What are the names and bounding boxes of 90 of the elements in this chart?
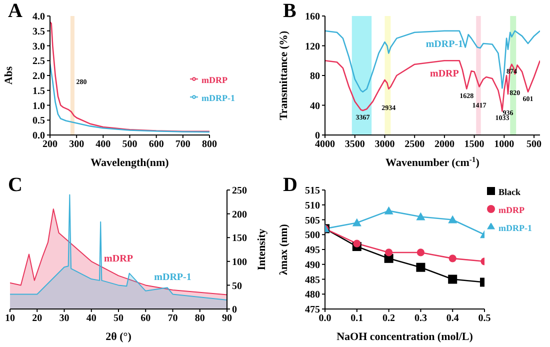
x-tick-label: 0.4 (446, 312, 459, 324)
chart-title: B (283, 0, 296, 23)
chart-title: C (8, 174, 22, 196)
x-tick-label: 0.5 (478, 312, 491, 324)
x-axis-title: NaOH concentration (mol/L) (336, 330, 474, 342)
x-tick-label: 1500 (464, 139, 484, 150)
point (448, 274, 458, 284)
x-tick-label: 700 (175, 139, 190, 150)
x-tick-label: 80 (194, 312, 205, 324)
y-tick-label: 100 (232, 256, 247, 268)
y-tick-label: 3.0 (32, 41, 45, 52)
y-tick-label: 485 (305, 274, 320, 286)
y-tick-label: 4.0 (32, 12, 45, 23)
x-tick-label: 70 (168, 312, 178, 324)
x-tick-label: 10 (5, 312, 15, 324)
point (448, 254, 456, 262)
x-tick-label: 1000 (494, 139, 514, 150)
x-tick-label: 0.1 (350, 312, 364, 324)
series-label: mDRP-1 (154, 272, 192, 283)
x-tick-label: 500 (122, 139, 138, 150)
legend-label: mDRP (498, 204, 524, 214)
y-tick-label: 0.0 (32, 130, 45, 142)
y-tick-label: 1.5 (32, 86, 45, 97)
x-tick-label: 20 (32, 312, 42, 324)
point (353, 239, 361, 247)
y-tick-label: 505 (305, 214, 320, 226)
x-tick-label: 3500 (344, 139, 365, 150)
y-tick-label: 150 (232, 232, 247, 244)
y-tick-label: 250 (232, 185, 247, 196)
line-series (325, 60, 540, 112)
point (416, 248, 424, 256)
y-tick-label: 160 (305, 12, 320, 23)
x-tick-label: 300 (69, 139, 84, 150)
x-tick-label: 0.0 (318, 312, 332, 324)
point (448, 214, 458, 223)
y-axis-title: Abs (3, 66, 15, 85)
x-tick-label: 60 (140, 312, 151, 324)
x-tick-label: 800 (202, 139, 217, 150)
chart-title: D (283, 174, 298, 196)
y-tick-label: 0.5 (32, 116, 45, 127)
x-axis-title: Wavenumber (cm$^{-1}$) (386, 154, 480, 169)
x-tick-label: 30 (59, 312, 70, 324)
point (416, 262, 426, 272)
x-tick-label: 4000 (315, 139, 335, 150)
x-tick-label: 50 (114, 312, 124, 324)
y-tick-label: 2.5 (32, 56, 45, 68)
point (385, 248, 393, 256)
y-tick-label: 490 (305, 259, 320, 270)
y-tick-label: 0 (232, 304, 237, 316)
legend-label: mDRP-1 (202, 93, 235, 103)
x-tick-label: 400 (96, 139, 111, 150)
x-tick-label: 600 (148, 139, 164, 150)
x-tick-label: 2500 (404, 139, 425, 150)
y-tick-label: 495 (305, 244, 320, 256)
x-tick-label: 90 (222, 312, 232, 324)
y-tick-label: 500 (305, 230, 320, 241)
y-axis-title: λmax (nm) (278, 223, 290, 274)
y-tick-label: 1.0 (32, 100, 45, 112)
x-tick-label: 3000 (374, 139, 395, 150)
point (416, 212, 426, 220)
y-axis-title: Transmittance (%) (278, 30, 290, 120)
y-tick-label: 50 (232, 280, 242, 292)
x-tick-label: 0.3 (414, 312, 427, 324)
x-tick-label: 2000 (434, 139, 454, 150)
legend-label: mDRP (202, 75, 228, 85)
x-axis-title: Wavelength(nm) (90, 157, 170, 169)
x-tick-label: 500 (526, 139, 542, 150)
legend-label: Black (498, 186, 521, 196)
y-tick-label: 80 (310, 71, 320, 82)
y-tick-label: 120 (305, 41, 320, 52)
y-tick-label: 2.0 (32, 71, 45, 82)
y-tick-label: 480 (305, 289, 320, 300)
series-label: mDRP (430, 68, 459, 80)
x-tick-label: 0.2 (382, 312, 396, 324)
x-axis-title: 2θ (°) (106, 330, 132, 342)
y-tick-label: 200 (232, 208, 247, 220)
point (384, 206, 394, 214)
point (352, 218, 362, 226)
y-axis-title: Intensity (256, 228, 268, 270)
legend-label: mDRP-1 (498, 222, 532, 232)
y-tick-label: 3.5 (32, 26, 45, 38)
series-label: mDRP-1 (426, 38, 464, 50)
chart-title: A (8, 0, 22, 23)
series-label: mDRP (104, 253, 133, 264)
y-tick-label: 475 (305, 304, 320, 316)
x-tick-label: 200 (42, 139, 58, 150)
y-tick-label: 510 (305, 200, 320, 211)
y-tick-label: 515 (305, 185, 320, 196)
y-tick-label: 40 (310, 100, 320, 112)
x-tick-label: 40 (86, 312, 96, 324)
